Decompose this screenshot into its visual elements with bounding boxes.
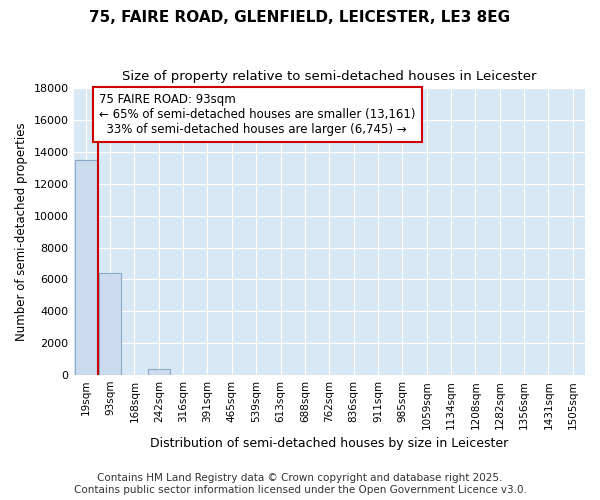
Bar <box>148 368 170 375</box>
Text: 75, FAIRE ROAD, GLENFIELD, LEICESTER, LE3 8EG: 75, FAIRE ROAD, GLENFIELD, LEICESTER, LE… <box>89 10 511 25</box>
Bar <box>99 273 121 375</box>
Title: Size of property relative to semi-detached houses in Leicester: Size of property relative to semi-detach… <box>122 70 536 83</box>
Y-axis label: Number of semi-detached properties: Number of semi-detached properties <box>15 122 28 341</box>
Text: Contains HM Land Registry data © Crown copyright and database right 2025.
Contai: Contains HM Land Registry data © Crown c… <box>74 474 526 495</box>
X-axis label: Distribution of semi-detached houses by size in Leicester: Distribution of semi-detached houses by … <box>150 437 508 450</box>
Bar <box>75 160 97 375</box>
Text: 75 FAIRE ROAD: 93sqm
← 65% of semi-detached houses are smaller (13,161)
  33% of: 75 FAIRE ROAD: 93sqm ← 65% of semi-detac… <box>99 93 416 136</box>
